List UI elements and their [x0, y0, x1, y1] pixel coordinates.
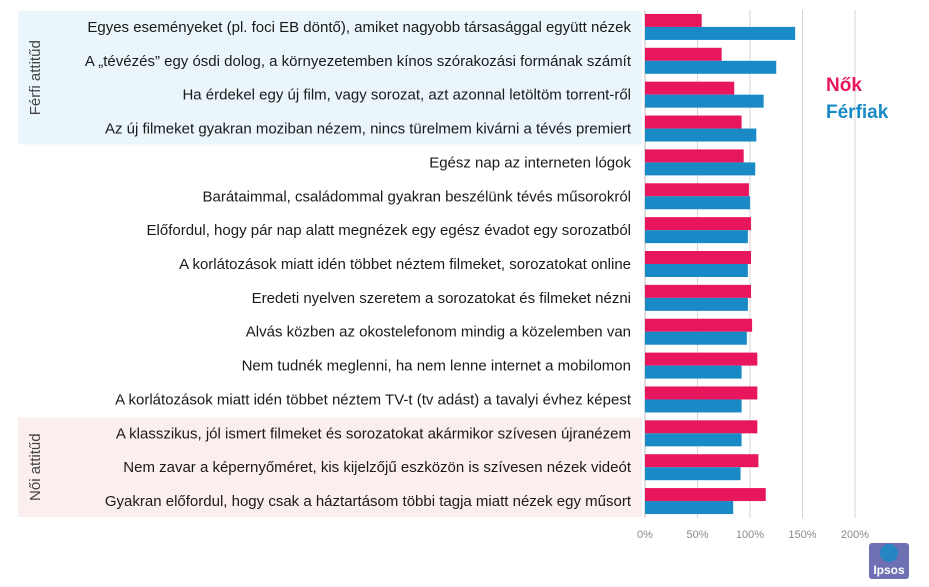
bars	[645, 13, 796, 515]
bar-ferfiak	[645, 399, 742, 413]
group-label: Női attitűd	[27, 433, 44, 501]
category-label: Előfordul, hogy pár nap alatt megnézek e…	[147, 222, 631, 239]
bar-nok	[645, 149, 744, 163]
group-bands: Férfi attitűd Női attitűd	[18, 11, 642, 517]
category-label: Eredeti nyelven szeretem a sorozatokat é…	[252, 290, 631, 307]
category-label: A „tévézés” egy ósdi dolog, a környezete…	[85, 53, 632, 70]
category-label: Barátaimmal, családommal gyakran beszélü…	[202, 188, 631, 205]
bar-ferfiak	[645, 94, 764, 108]
category-label: Nem tudnék meglenni, ha nem lenne intern…	[242, 358, 631, 375]
bar-ferfiak	[645, 297, 748, 311]
category-label: Egész nap az interneten lógok	[429, 154, 631, 171]
x-axis-ticks: 0% 50% 100% 150% 200%	[637, 529, 869, 541]
bar-nok	[645, 183, 749, 197]
bar-ferfiak	[645, 26, 796, 40]
bar-ferfiak	[645, 60, 777, 74]
bar-nok	[645, 420, 758, 434]
logo-circle	[880, 544, 898, 562]
bar-nok	[645, 284, 752, 298]
bar-nok	[645, 352, 758, 366]
group-band-0	[18, 11, 642, 145]
category-label: Egyes eseményeket (pl. foci EB döntő), a…	[87, 19, 631, 36]
x-tick-label: 50%	[686, 529, 708, 541]
bar-ferfiak	[645, 230, 748, 244]
bar-ferfiak	[645, 467, 741, 481]
category-label: Ha érdekel egy új film, vagy sorozat, az…	[182, 87, 631, 104]
bar-nok	[645, 13, 702, 27]
category-label: A korlátozások miatt idén többet néztem …	[115, 391, 632, 408]
bar-ferfiak	[645, 128, 757, 142]
legend-label-ferfiak: Férfiak	[826, 102, 889, 123]
group-label: Férfi attitűd	[27, 40, 44, 115]
bar-nok	[645, 81, 735, 95]
category-label: A korlátozások miatt idén többet néztem …	[179, 256, 631, 273]
legend: Nők Férfiak	[826, 75, 889, 123]
bar-ferfiak	[645, 501, 734, 515]
category-labels: Egyes eseményeket (pl. foci EB döntő), a…	[85, 19, 632, 510]
category-label: Az új filmeket gyakran moziban nézem, ni…	[105, 121, 632, 138]
bar-nok	[645, 251, 752, 264]
bar-nok	[645, 386, 758, 400]
bar-nok	[645, 217, 752, 231]
bar-nok	[645, 47, 722, 61]
bar-ferfiak	[645, 433, 742, 447]
category-label: Alvás közben az okostelefonom mindig a k…	[246, 324, 631, 341]
group-band-1	[18, 417, 642, 517]
logo-text: Ipsos	[873, 563, 905, 577]
bar-nok	[645, 115, 742, 129]
x-tick-label: 200%	[841, 529, 869, 541]
bar-ferfiak	[645, 365, 742, 379]
category-label: A klasszikus, jól ismert filmeket és sor…	[116, 425, 631, 442]
bar-ferfiak	[645, 196, 750, 210]
bar-ferfiak	[645, 162, 756, 176]
x-tick-label: 100%	[736, 529, 764, 541]
category-label: Gyakran előfordul, hogy csak a háztartás…	[105, 493, 632, 510]
category-label: Nem zavar a képernyőméret, kis kijelzőjű…	[123, 459, 632, 476]
bar-ferfiak	[645, 331, 747, 345]
x-tick-label: 0%	[637, 529, 653, 541]
x-tick-label: 150%	[788, 529, 816, 541]
bar-nok	[645, 318, 753, 332]
bar-ferfiak	[645, 264, 748, 277]
ipsos-logo: Ipsos	[869, 543, 909, 579]
legend-label-nok: Nők	[826, 75, 862, 96]
bar-nok	[645, 488, 766, 502]
bar-nok	[645, 454, 759, 468]
